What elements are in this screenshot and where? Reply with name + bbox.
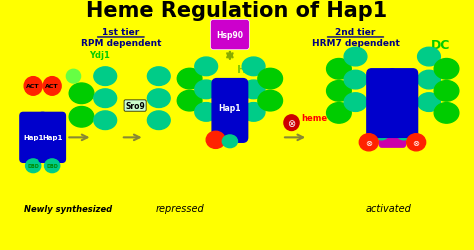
Text: Hsp90: Hsp90 [217, 31, 243, 40]
Ellipse shape [418, 48, 440, 66]
Ellipse shape [66, 70, 81, 84]
Ellipse shape [147, 68, 170, 86]
FancyBboxPatch shape [379, 118, 406, 148]
Text: HMC: HMC [237, 64, 265, 74]
Ellipse shape [94, 68, 117, 86]
Ellipse shape [94, 112, 117, 130]
Ellipse shape [222, 135, 237, 148]
Text: Hap1: Hap1 [42, 135, 62, 141]
Ellipse shape [177, 91, 202, 112]
Ellipse shape [195, 81, 218, 99]
Text: activated: activated [366, 204, 411, 214]
Ellipse shape [344, 48, 367, 66]
Text: ACT: ACT [27, 84, 40, 89]
Ellipse shape [418, 71, 440, 90]
Ellipse shape [344, 94, 367, 112]
Ellipse shape [344, 71, 367, 90]
Text: DC: DC [431, 39, 450, 52]
Text: 2nd tier
HRM7 dependent: 2nd tier HRM7 dependent [311, 28, 400, 48]
Ellipse shape [147, 90, 170, 108]
FancyBboxPatch shape [367, 70, 396, 138]
Text: heme: heme [301, 114, 327, 123]
Ellipse shape [195, 103, 218, 122]
Ellipse shape [69, 84, 94, 104]
Ellipse shape [242, 103, 265, 122]
Text: Ydj1: Ydj1 [89, 50, 110, 59]
Text: DBD: DBD [27, 164, 39, 168]
Ellipse shape [434, 59, 459, 80]
Text: ⊗: ⊗ [287, 118, 296, 128]
Text: DBD: DBD [46, 164, 58, 168]
Ellipse shape [327, 103, 351, 124]
Ellipse shape [242, 81, 265, 99]
Ellipse shape [195, 58, 218, 76]
Ellipse shape [434, 103, 459, 124]
Ellipse shape [45, 159, 60, 173]
Ellipse shape [327, 59, 351, 80]
Text: ⊗: ⊗ [365, 138, 372, 147]
Ellipse shape [418, 94, 440, 112]
Text: Hap1: Hap1 [219, 104, 241, 113]
Ellipse shape [258, 91, 283, 112]
Text: Sro9: Sro9 [125, 102, 145, 110]
Ellipse shape [69, 107, 94, 128]
Ellipse shape [327, 81, 351, 102]
FancyBboxPatch shape [212, 79, 247, 143]
Text: Hap1: Hap1 [23, 135, 43, 141]
Ellipse shape [359, 134, 378, 151]
Ellipse shape [434, 81, 459, 102]
Ellipse shape [284, 115, 299, 131]
Ellipse shape [258, 69, 283, 89]
Ellipse shape [147, 112, 170, 130]
Text: ⊗: ⊗ [413, 138, 419, 147]
Text: Newly synthesized: Newly synthesized [24, 204, 112, 213]
FancyBboxPatch shape [39, 113, 65, 163]
Ellipse shape [24, 77, 42, 96]
FancyBboxPatch shape [210, 20, 249, 50]
Ellipse shape [177, 69, 202, 89]
Text: Heme Regulation of Hap1: Heme Regulation of Hap1 [86, 1, 388, 21]
Ellipse shape [43, 77, 61, 96]
Text: ACT: ACT [46, 84, 59, 89]
Ellipse shape [206, 132, 225, 149]
Ellipse shape [26, 159, 41, 173]
FancyBboxPatch shape [388, 70, 418, 138]
FancyBboxPatch shape [20, 113, 46, 163]
Ellipse shape [242, 58, 265, 76]
Text: repressed: repressed [156, 204, 204, 214]
Text: 1st tier
RPM dependent: 1st tier RPM dependent [81, 28, 161, 48]
Ellipse shape [94, 90, 117, 108]
Ellipse shape [407, 134, 426, 151]
Ellipse shape [397, 128, 411, 140]
Ellipse shape [374, 128, 389, 140]
